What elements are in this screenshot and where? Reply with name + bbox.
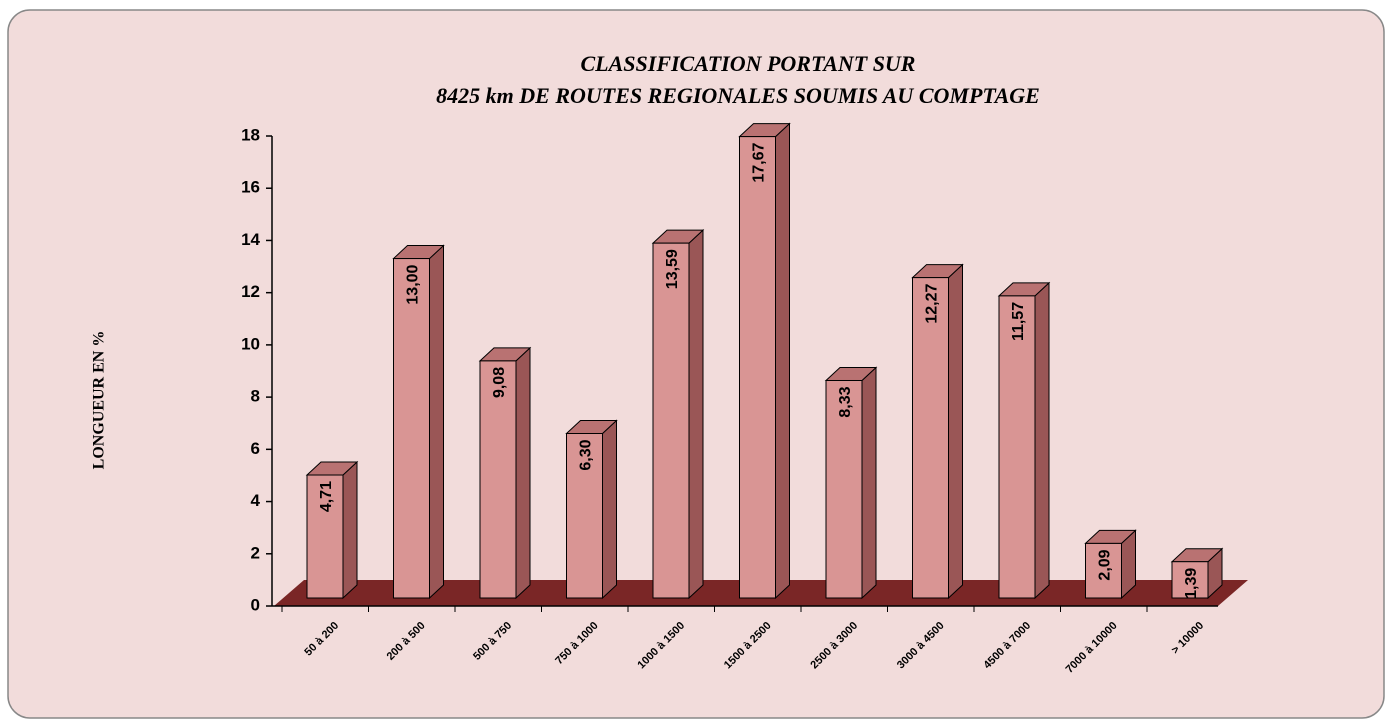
value-label: 2,09 [1097, 549, 1114, 580]
chart-title: 8425 km DE ROUTES REGIONALES SOUMIS AU C… [436, 83, 1040, 108]
bar [825, 379, 863, 599]
bar-side [342, 460, 358, 600]
y-tick-label: 18 [241, 125, 260, 144]
y-tick-label: 6 [251, 439, 260, 458]
value-label: 17,67 [751, 143, 768, 183]
bar-side [948, 263, 963, 600]
bar [912, 277, 949, 599]
bar [1085, 542, 1122, 599]
bar [1171, 561, 1209, 599]
value-label: 6,30 [578, 439, 595, 470]
y-tick-label: 0 [251, 595, 260, 614]
y-axis-label: LONGUEUR EN % [91, 331, 108, 470]
value-label: 13,59 [664, 249, 681, 289]
bar [998, 295, 1036, 599]
value-label: 8,33 [837, 386, 854, 417]
bar-side [688, 229, 704, 600]
bar-side [602, 419, 617, 600]
value-label: 1,39 [1183, 568, 1200, 599]
y-tick-label: 10 [241, 334, 260, 353]
value-label: 11,57 [1010, 302, 1027, 341]
bar-side [861, 366, 877, 600]
bar [739, 136, 776, 599]
bar [652, 242, 690, 599]
bar-side [1034, 281, 1050, 600]
bar-side [515, 346, 531, 600]
chart-title: CLASSIFICATION PORTANT SUR [581, 51, 916, 76]
value-label: 12,27 [924, 284, 941, 324]
y-tick-label: 2 [251, 543, 260, 562]
y-tick-label: 12 [241, 282, 260, 301]
bar-side [429, 244, 444, 600]
y-tick-label: 4 [251, 491, 261, 510]
bar [566, 433, 603, 599]
y-tick-label: 8 [251, 387, 260, 406]
bar [393, 258, 430, 599]
y-tick-label: 14 [241, 230, 260, 249]
value-label: 13,00 [405, 264, 422, 304]
bar [306, 474, 344, 599]
bar [479, 360, 517, 599]
value-label: 4,71 [318, 481, 335, 512]
y-tick-label: 16 [241, 178, 260, 197]
value-label: 9,08 [491, 367, 508, 398]
bar-side [775, 122, 790, 600]
